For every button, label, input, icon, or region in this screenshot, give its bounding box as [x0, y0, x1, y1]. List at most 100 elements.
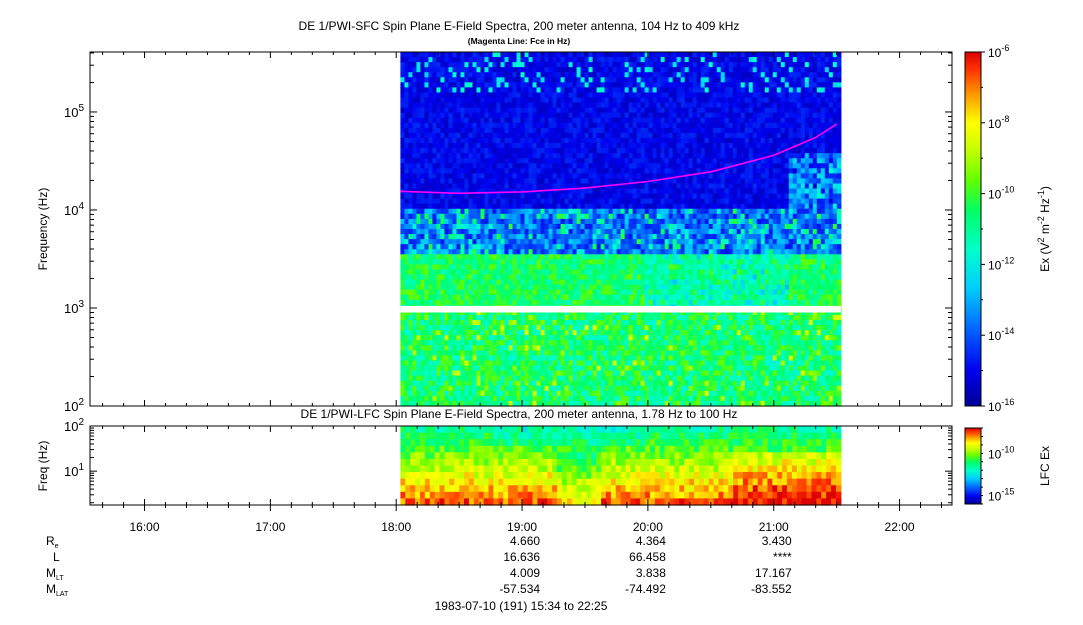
sfc-cell [788, 148, 794, 154]
sfc-cell [456, 279, 462, 286]
sfc-cell [748, 254, 754, 260]
sfc-cell [696, 223, 702, 230]
sfc-cell [548, 254, 554, 260]
sfc-cell [536, 208, 542, 215]
sfc-cell [740, 112, 746, 119]
sfc-cell [476, 259, 482, 265]
sfc-cell [828, 67, 834, 73]
sfc-cell [672, 57, 678, 63]
sfc-cell [572, 127, 578, 134]
sfc-cell [708, 234, 714, 240]
sfc-cell [576, 173, 582, 180]
sfc-cell [484, 77, 490, 83]
sfc-cell [612, 173, 618, 180]
sfc-cell [432, 203, 438, 210]
sfc-cell [560, 97, 566, 104]
sfc-cell [452, 137, 458, 144]
sfc-cell [816, 62, 822, 68]
sfc-cell [544, 208, 550, 215]
sfc-cell [728, 132, 734, 139]
sfc-cell [508, 132, 514, 139]
sfc-cell [476, 62, 482, 68]
sfc-cell [788, 127, 794, 134]
sfc-cell [584, 52, 590, 58]
sfc-cell [460, 183, 466, 190]
sfc-cell [424, 178, 430, 185]
sfc-cell [640, 143, 646, 149]
sfc-cell [512, 57, 518, 63]
sfc-cell [524, 52, 530, 58]
sfc-cell [424, 223, 430, 230]
sfc-cell [592, 117, 598, 124]
sfc-cell [788, 249, 794, 255]
sfc-cell [716, 87, 722, 94]
sfc-cell [560, 254, 566, 260]
sfc-cell [688, 127, 694, 134]
sfc-cell [444, 198, 450, 205]
sfc-cell [552, 208, 558, 215]
sfc-cell [756, 274, 762, 281]
sfc-cell [796, 178, 802, 185]
sfc-cell [528, 198, 534, 205]
sfc-cell [824, 203, 830, 210]
sfc-cell [812, 168, 818, 174]
sfc-cell [544, 234, 550, 240]
sfc-cell [476, 229, 482, 235]
sfc-cell [436, 143, 442, 149]
sfc-cell [644, 259, 650, 265]
sfc-cell [524, 143, 530, 149]
sfc-cell [696, 213, 702, 220]
sfc-cell [504, 239, 510, 245]
sfc-cell [592, 213, 598, 220]
sfc-cell [780, 127, 786, 134]
sfc-cell [432, 117, 438, 124]
sfc-cell [508, 52, 514, 58]
sfc-cell [768, 198, 774, 205]
sfc-cell [436, 274, 442, 281]
sfc-cell [760, 234, 766, 240]
sfc-cell [772, 198, 778, 205]
sfc-cell [404, 193, 410, 200]
sfc-cell [644, 218, 650, 225]
sfc-cell [588, 208, 594, 215]
sfc-cell [612, 72, 618, 78]
sfc-cell [628, 223, 634, 230]
sfc-cell [704, 97, 710, 104]
sfc-cell [404, 279, 410, 286]
sfc-cell [740, 62, 746, 68]
sfc-cell [692, 153, 698, 159]
sfc-cell [824, 208, 830, 215]
sfc-cell [432, 163, 438, 169]
sfc-cell [592, 148, 598, 154]
sfc-cell [752, 218, 758, 225]
sfc-cell [512, 77, 518, 83]
sfc-cell [808, 183, 814, 190]
sfc-cell [644, 132, 650, 139]
sfc-cell [624, 57, 630, 63]
sfc-cell [532, 77, 538, 83]
sfc-cell [464, 92, 470, 99]
sfc-cell [572, 183, 578, 190]
sfc-cell [584, 208, 590, 215]
sfc-cell [444, 269, 450, 276]
sfc-cell [568, 279, 574, 286]
sfc-cell [412, 117, 418, 124]
sfc-cell [652, 229, 658, 235]
sfc-cell [628, 122, 634, 129]
sfc-cell [720, 52, 726, 58]
sfc-cell [444, 239, 450, 245]
sfc-cell [644, 77, 650, 83]
sfc-cell [768, 148, 774, 154]
sfc-cell [748, 57, 754, 63]
sfc-cell [436, 203, 442, 210]
sfc-cell [756, 229, 762, 235]
sfc-cell [832, 178, 838, 185]
sfc-cell [712, 213, 718, 220]
sfc-cell [508, 249, 514, 255]
sfc-cell [588, 122, 594, 129]
sfc-cell [660, 269, 666, 276]
sfc-cell [432, 168, 438, 174]
sfc-cell [544, 117, 550, 124]
sfc-cell [496, 234, 502, 240]
sfc-cell [568, 112, 574, 119]
